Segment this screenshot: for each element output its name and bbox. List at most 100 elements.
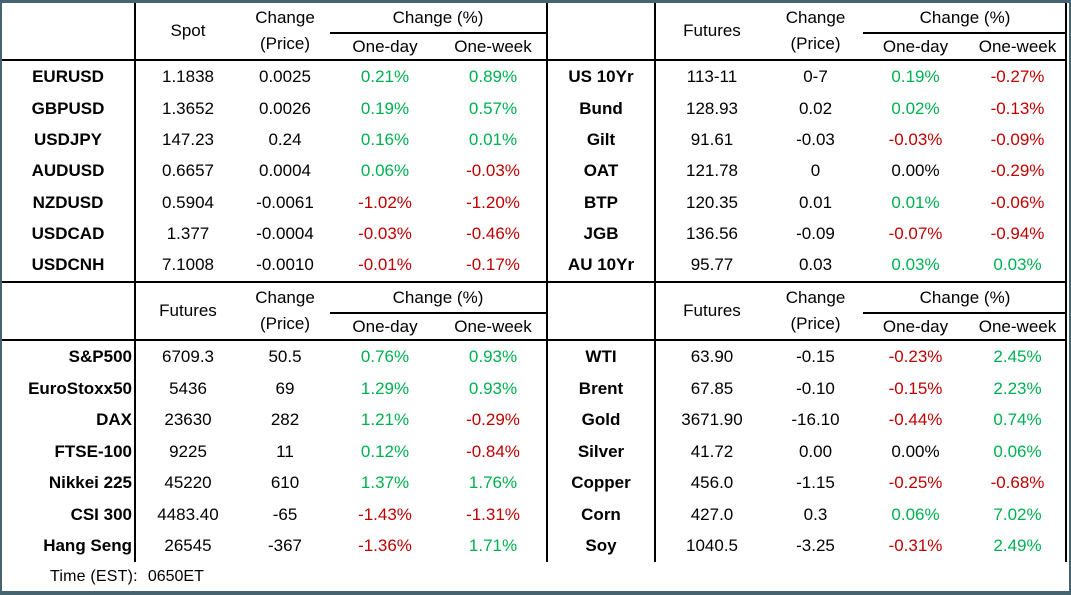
one-day-pct-cell: -0.23%	[888, 347, 943, 367]
fx-spot-rows: EURUSD 1.1838 0.0025 0.21% 0.89% GBPUSD 1.3652…	[2, 60, 546, 281]
change-price-column-header: Change (Price)	[240, 3, 330, 61]
fx-spot-quadrant: Spot Change (Price) Change (%) One-day O…	[2, 3, 548, 283]
corner-cell	[548, 283, 656, 341]
one-week-pct-cell: 1.76%	[468, 473, 518, 493]
change-price-column-header: Change (Price)	[768, 3, 863, 61]
price-cell: 1.3652	[162, 98, 214, 118]
instrument-label: Corn	[548, 499, 656, 531]
one-week-column-header: One-week	[440, 33, 546, 61]
change-price-column-header: Change (Price)	[768, 283, 863, 341]
one-day-pct-cell: 1.21%	[360, 410, 410, 430]
instrument-label: USDCAD	[2, 218, 136, 250]
one-week-pct-cell: 1.71%	[468, 536, 518, 556]
instrument-label: BTP	[548, 186, 656, 219]
instrument-label: US 10Yr	[548, 60, 656, 93]
value-column-header: Spot	[135, 3, 240, 61]
price-cell: 120.35	[686, 192, 738, 212]
time-value: 0650ET	[147, 567, 204, 585]
price-cell: 1040.5	[686, 536, 738, 556]
one-day-pct-cell: 0.12%	[360, 441, 410, 461]
table-row: Corn 427.0 0.3 0.06% 7.02%	[548, 499, 1065, 531]
one-week-pct-cell: -0.17%	[466, 255, 520, 275]
one-week-column-header: One-week	[968, 313, 1065, 341]
one-week-pct-cell: -0.29%	[466, 410, 520, 430]
price-cell: 147.23	[162, 129, 214, 149]
commodity-futures-rows: WTI 63.90 -0.15 -0.23% 2.45% Brent 67.85 -0.10 -…	[548, 340, 1065, 562]
change-price-cell: 0.0025	[259, 66, 311, 86]
one-week-pct-cell: 0.74%	[993, 410, 1042, 430]
one-day-pct-cell: 1.37%	[360, 473, 410, 493]
one-day-pct-cell: -0.44%	[888, 410, 943, 430]
table-row: BTP 120.35 0.01 0.01% -0.06%	[548, 186, 1065, 219]
one-day-pct-cell: 0.16%	[360, 129, 410, 149]
one-week-pct-cell: -1.20%	[466, 192, 520, 212]
table-row: FTSE-100 9225 11 0.12% -0.84%	[2, 436, 546, 468]
corner-cell	[2, 3, 136, 61]
table-row: DAX 23630 282 1.21% -0.29%	[2, 404, 546, 437]
one-day-pct-cell: -0.31%	[888, 536, 943, 556]
price-cell: 67.85	[690, 378, 734, 398]
bond-futures-quadrant: Futures Change (Price) Change (%) One-da…	[548, 3, 1067, 283]
one-day-column-header: One-day	[330, 313, 440, 341]
table-row: Soy 1040.5 -3.25 -0.31% 2.49%	[548, 530, 1065, 562]
one-day-pct-cell: 0.03%	[891, 255, 940, 275]
price-cell: 23630	[164, 410, 212, 430]
one-day-pct-cell: -0.07%	[888, 223, 943, 243]
one-day-pct-cell: 0.02%	[891, 98, 940, 118]
timestamp-row: Time (EST): 0650ET	[2, 562, 1067, 591]
table-row: Silver 41.72 0.00 0.00% 0.06%	[548, 436, 1065, 468]
price-cell: 1.377	[166, 223, 210, 243]
price-cell: 0.5904	[162, 192, 214, 212]
one-day-pct-cell: 0.06%	[360, 161, 410, 181]
price-cell: 0.6657	[162, 161, 214, 181]
change-price-cell: 282	[270, 410, 300, 430]
change-price-cell: -367	[267, 536, 303, 556]
price-cell: 427.0	[690, 504, 734, 524]
one-day-pct-cell: 0.06%	[891, 504, 940, 524]
table-row: WTI 63.90 -0.15 -0.23% 2.45%	[548, 340, 1065, 374]
one-week-pct-cell: 2.23%	[993, 378, 1042, 398]
table-row: GBPUSD 1.3652 0.0026 0.19% 0.57%	[2, 92, 546, 125]
one-week-column-header: One-week	[968, 33, 1065, 61]
value-column-header: Futures	[655, 283, 768, 341]
table-row: US 10Yr 113-11 0-7 0.19% -0.27%	[548, 60, 1065, 93]
change-price-cell: -0.03	[796, 129, 835, 149]
table-row: USDCAD 1.377 -0.0004 -0.03% -0.46%	[2, 218, 546, 250]
one-week-pct-cell: 2.45%	[993, 347, 1042, 367]
change-price-cell: -1.15	[796, 473, 835, 493]
table-row: NZDUSD 0.5904 -0.0061 -1.02% -1.20%	[2, 186, 546, 219]
one-day-column-header: One-day	[863, 33, 968, 61]
one-day-column-header: One-day	[863, 313, 968, 341]
instrument-label: Nikkei 225	[2, 467, 136, 499]
one-day-pct-cell: -1.36%	[358, 536, 412, 556]
one-week-pct-cell: 7.02%	[993, 504, 1042, 524]
one-week-pct-cell: -0.09%	[990, 129, 1045, 149]
instrument-label: Silver	[548, 436, 656, 468]
price-cell: 41.72	[690, 441, 734, 461]
price-cell: 4483.40	[157, 504, 219, 524]
change-price-column-header: Change (Price)	[240, 283, 330, 341]
instrument-label: USDCNH	[2, 249, 136, 281]
instrument-label: USDJPY	[2, 124, 136, 156]
instrument-label: WTI	[548, 340, 656, 374]
table-row: S&P500 6709.3 50.5 0.76% 0.93%	[2, 340, 546, 374]
one-week-pct-cell: 0.93%	[468, 347, 518, 367]
table-row: CSI 300 4483.40 -65 -1.43% -1.31%	[2, 499, 546, 531]
change-price-cell: 0.0004	[259, 161, 311, 181]
change-price-cell: 0.02	[798, 98, 833, 118]
bond-futures-header: Futures Change (Price) Change (%) One-da…	[548, 3, 1065, 61]
table-row: AUDUSD 0.6657 0.0004 0.06% -0.03%	[2, 155, 546, 187]
one-week-pct-cell: -1.31%	[466, 504, 520, 524]
table-row: EuroStoxx50 5436 69 1.29% 0.93%	[2, 373, 546, 405]
change-pct-group-header: Change (%)	[863, 3, 1065, 34]
instrument-label: Hang Seng	[2, 530, 136, 562]
one-day-pct-cell: 0.01%	[891, 192, 940, 212]
one-week-pct-cell: 0.89%	[468, 66, 518, 86]
price-cell: 3671.90	[681, 410, 743, 430]
one-week-pct-cell: 0.57%	[468, 98, 518, 118]
time-label: Time (EST):	[50, 567, 138, 585]
change-price-cell: 0-7	[803, 66, 828, 86]
table-row: Hang Seng 26545 -367 -1.36% 1.71%	[2, 530, 546, 562]
change-price-cell: -0.0004	[256, 223, 314, 243]
